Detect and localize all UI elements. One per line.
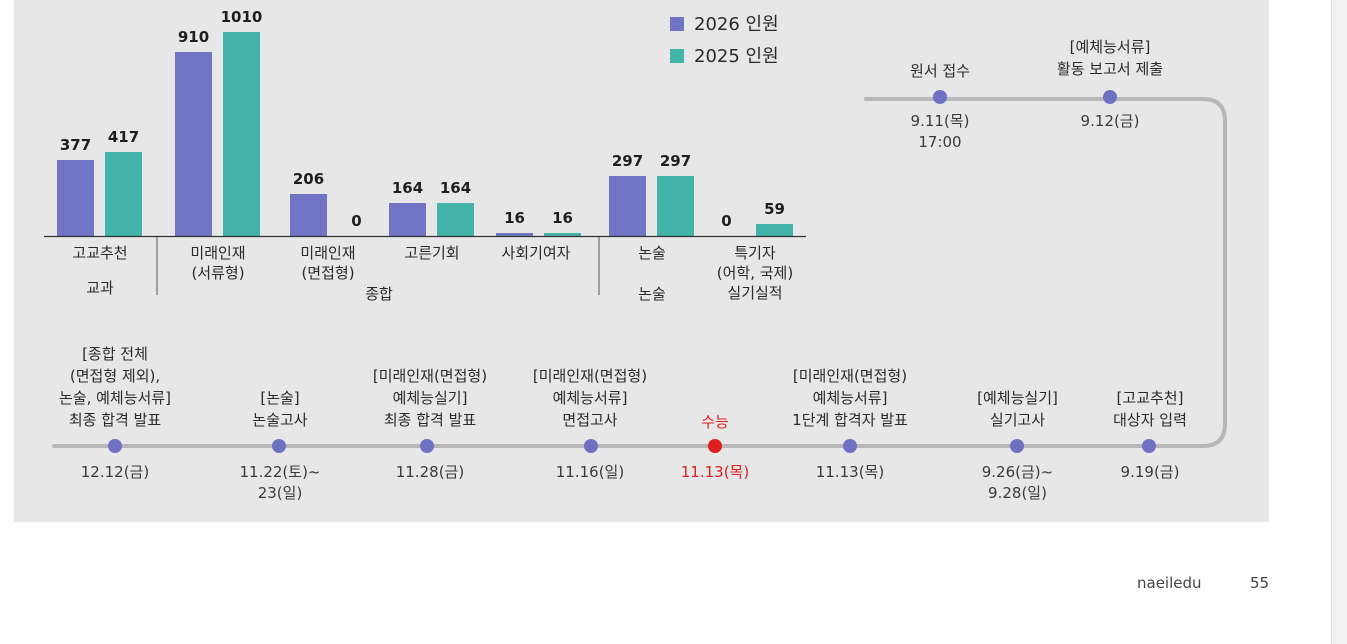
- legend-label-2026: 2026 인원: [694, 14, 779, 35]
- bar-2025: [105, 152, 142, 236]
- timeline-date: 9.12(금): [1080, 112, 1140, 130]
- data-label: 0: [721, 212, 731, 230]
- data-label: 164: [392, 179, 423, 197]
- data-label: 16: [552, 209, 573, 227]
- data-label: 417: [108, 128, 139, 146]
- group-label: 교과: [86, 279, 114, 297]
- data-label: 16: [504, 209, 525, 227]
- data-label: 377: [60, 136, 91, 154]
- timeline-date: 11.22(토)~ 23(일): [239, 463, 321, 502]
- legend-label-2025: 2025 인원: [694, 46, 779, 67]
- timeline-title: [예체능서류] 활동 보고서 제출: [1056, 38, 1164, 78]
- timeline-title: [논술] 논술고사: [252, 389, 308, 429]
- bar-2026: [57, 160, 94, 236]
- bar-2025: [437, 203, 474, 236]
- footer-brand: naeiledu: [1137, 574, 1202, 592]
- category-label: 논술: [638, 244, 666, 262]
- page-number: 55: [1250, 574, 1270, 592]
- timeline-date: 11.16(일): [555, 463, 625, 481]
- legend-swatch-2026: [670, 17, 684, 31]
- timeline-title-highlight: 수능: [701, 413, 729, 431]
- timeline-dot: [1142, 439, 1156, 453]
- data-label: 0: [351, 212, 361, 230]
- data-label: 297: [612, 152, 643, 170]
- bar-2026: [175, 52, 212, 236]
- bar-2026: [609, 176, 646, 236]
- data-label: 206: [293, 170, 324, 188]
- bar-2025: [223, 32, 260, 236]
- timeline-dot: [1010, 439, 1024, 453]
- timeline-title: [미래인재(면접형) 예체능실기] 최종 합격 발표: [372, 367, 488, 429]
- timeline-dot: [420, 439, 434, 453]
- bar-2026: [290, 194, 327, 236]
- legend-item-2026: 2026 인원: [670, 10, 779, 36]
- timeline-date-highlight: 11.13(목): [680, 463, 750, 481]
- legend-swatch-2025: [670, 49, 684, 63]
- data-label: 1010: [221, 8, 263, 26]
- timeline-dot: [584, 439, 598, 453]
- timeline-date: 9.26(금)~ 9.28(일): [981, 463, 1054, 502]
- data-label: 164: [440, 179, 471, 197]
- timeline-date: 9.19(금): [1120, 463, 1180, 481]
- timeline-title: [미래인재(면접형) 예체능서류] 면접고사: [532, 367, 648, 429]
- page-edge: [1331, 0, 1347, 644]
- timeline-track-layer: [52, 90, 1227, 453]
- timeline-track: [52, 97, 1227, 448]
- timeline-dot: [108, 439, 122, 453]
- category-label: 미래인재 (서류형): [190, 244, 246, 282]
- bar-2026: [496, 233, 533, 236]
- bar-2026: [389, 203, 426, 236]
- timeline-dot: [272, 439, 286, 453]
- bars-layer: 377 910 206 164 16 297 0 417 1010 0 164 16 297 59: [57, 8, 793, 236]
- axis-layer: [44, 235, 806, 295]
- timeline-title: 원서 접수: [910, 62, 970, 80]
- bar-2025: [544, 233, 581, 236]
- timeline-dot: [1103, 90, 1117, 104]
- data-label: 59: [764, 200, 785, 218]
- timeline-title: [미래인재(면접형) 예체능서류] 1단계 합격자 발표: [792, 367, 908, 429]
- timeline-dot-highlight: [708, 439, 722, 453]
- group-label: 논술: [638, 285, 666, 303]
- category-label: 사회기여자: [501, 244, 571, 262]
- category-label: 미래인재 (면접형): [300, 244, 356, 282]
- timeline-date: 12.12(금): [80, 463, 150, 481]
- timeline-dot: [843, 439, 857, 453]
- timeline-date: 9.11(목) 17:00: [910, 112, 970, 151]
- group-label: 종합: [365, 285, 393, 303]
- category-label: 고른기회: [404, 244, 460, 262]
- data-label: 297: [660, 152, 691, 170]
- timeline-title: [종합 전체 (면접형 제외), 논술, 예체능서류] 최종 합격 발표: [59, 345, 171, 429]
- timeline-date: 11.28(금): [395, 463, 465, 481]
- bar-2025: [657, 176, 694, 236]
- category-label: 특기자 (어학, 국제) 실기실적: [716, 244, 794, 302]
- data-label: 910: [178, 28, 209, 46]
- bar-2025: [756, 224, 793, 236]
- timeline-date: 11.13(목): [815, 463, 885, 481]
- timeline-dot: [933, 90, 947, 104]
- category-label: 고교추천: [72, 244, 128, 262]
- timeline-title: [예체능실기] 실기고사: [977, 389, 1058, 429]
- legend-item-2025: 2025 인원: [670, 42, 779, 68]
- timeline-title: [고교추천] 대상자 입력: [1113, 389, 1187, 429]
